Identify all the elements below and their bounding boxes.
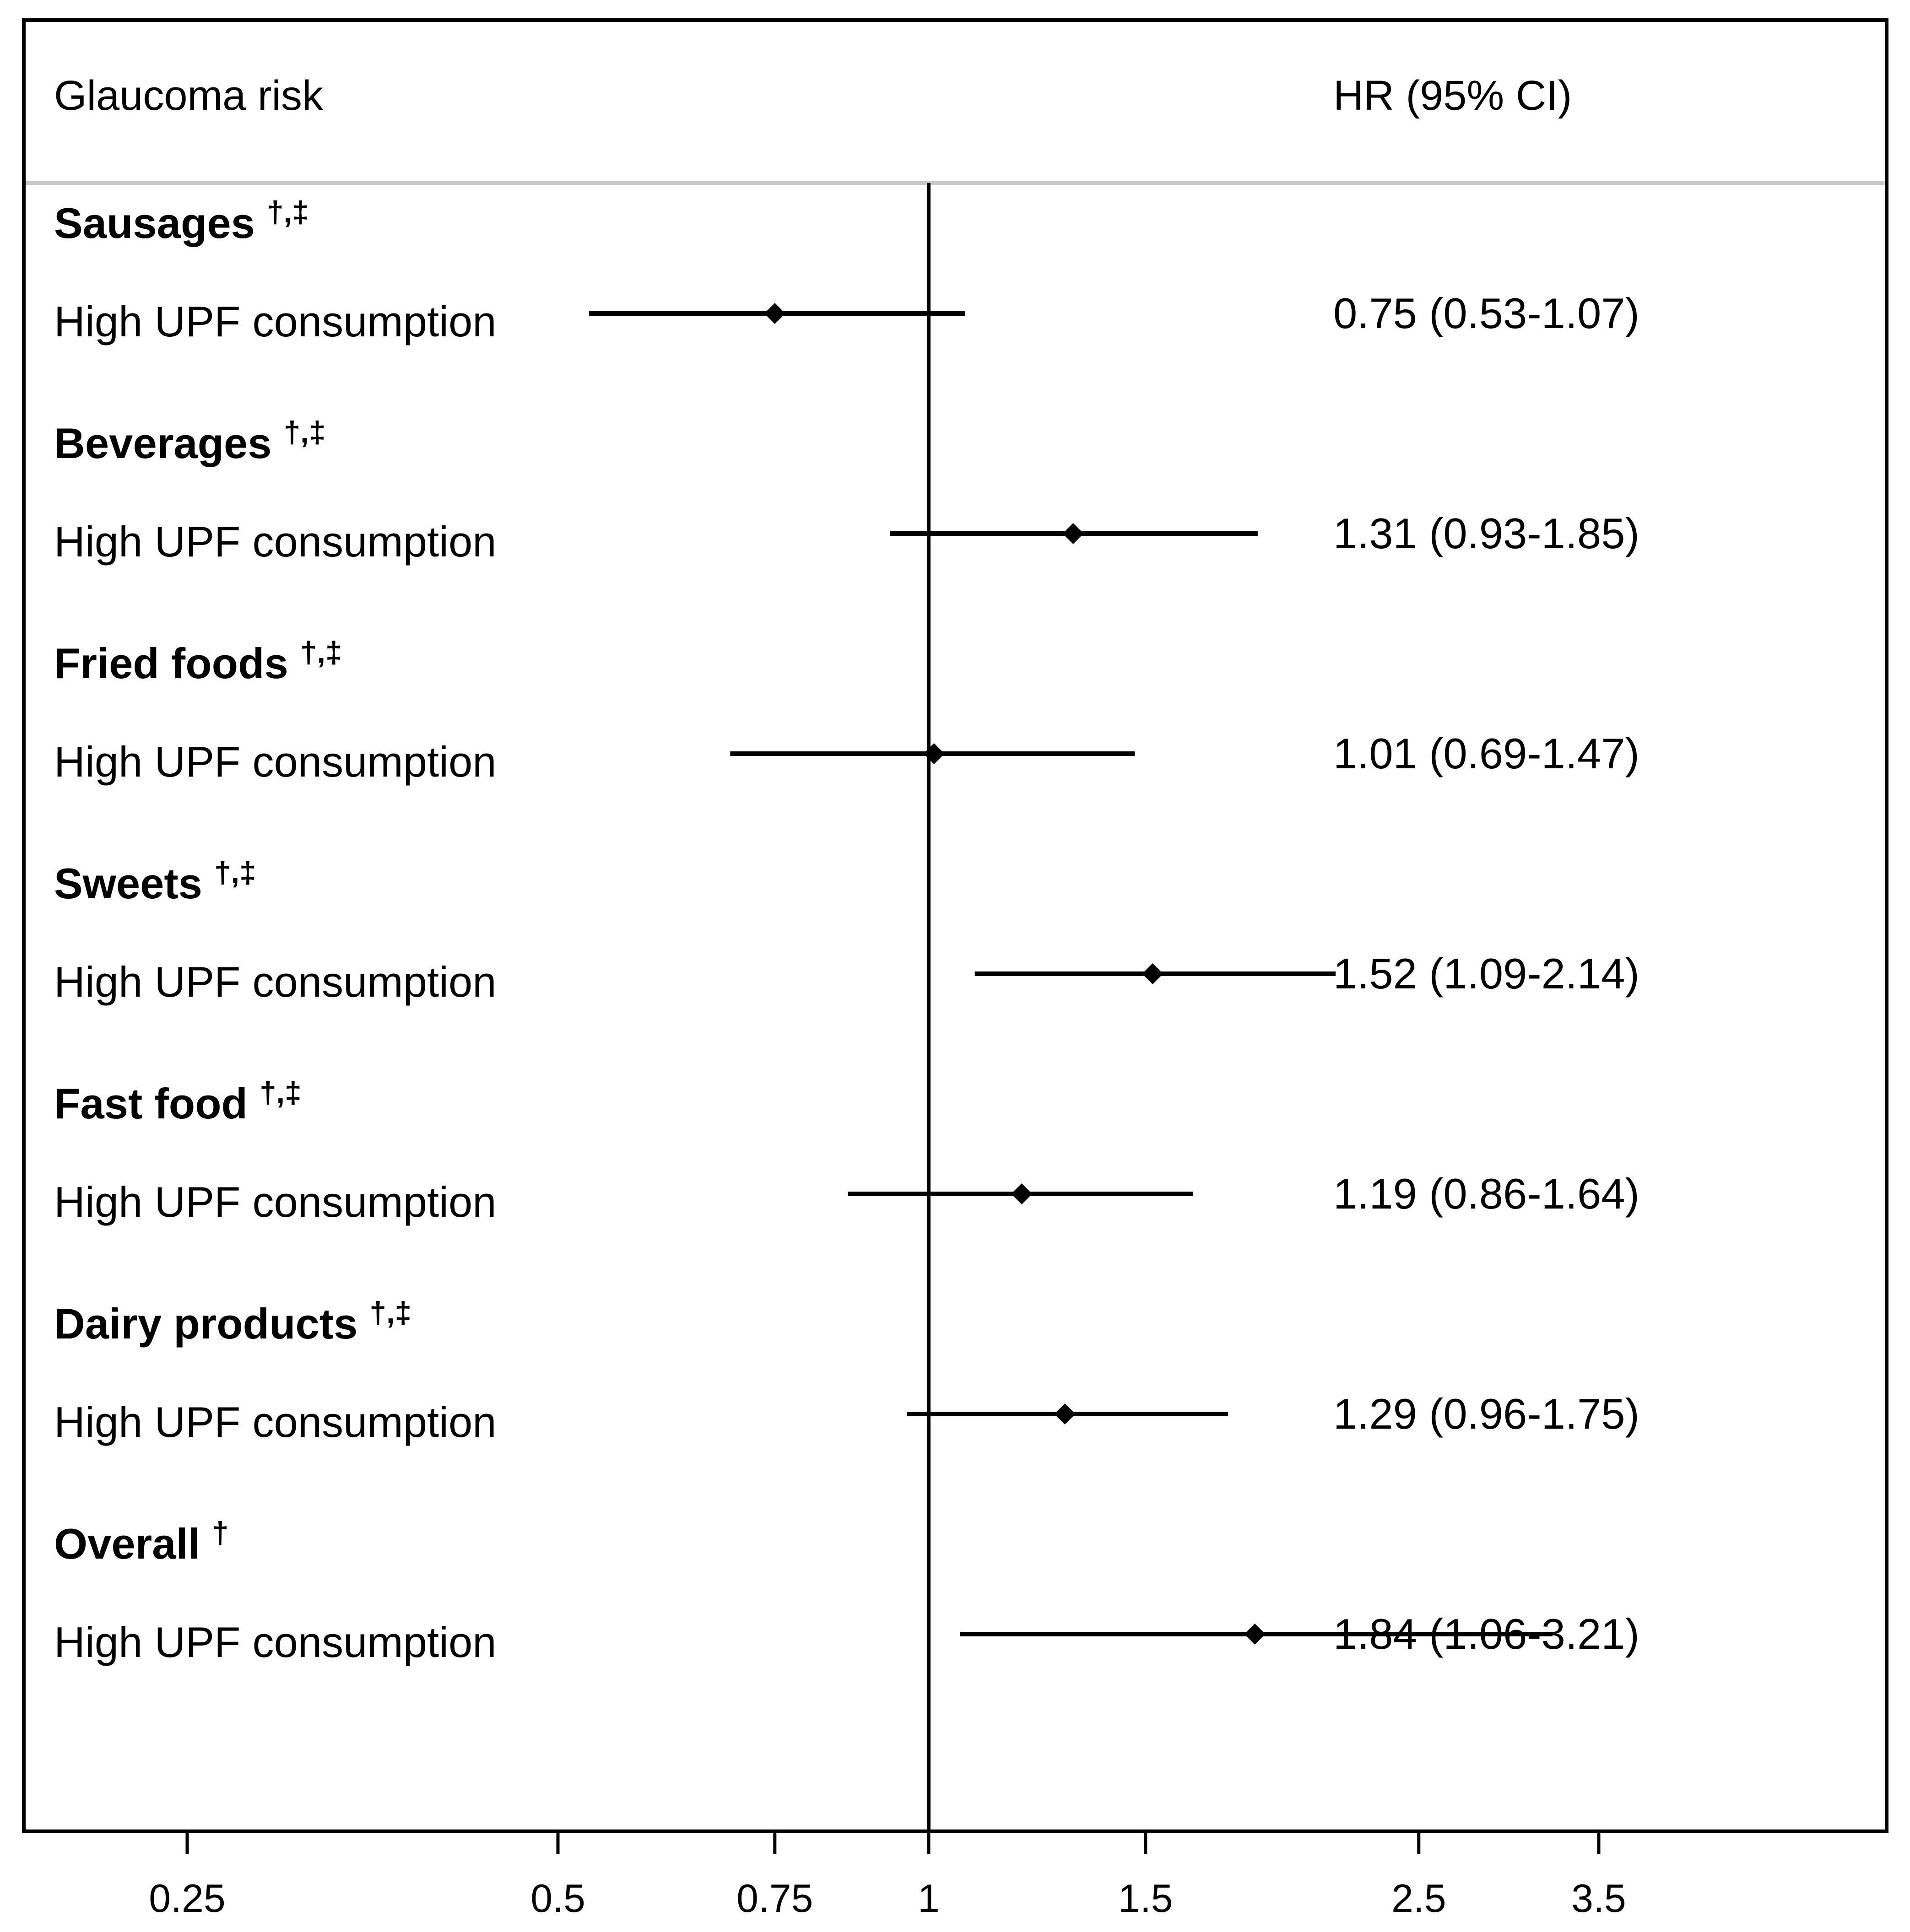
hr-ci-text: 1.29 (0.96-1.75) <box>1333 1390 1639 1438</box>
hr-point <box>764 303 785 324</box>
forest-row: Dairy products †,‡ High UPF consumption 1.2… <box>54 1295 1639 1446</box>
forest-row: Fried foods †,‡ High UPF consumption 1.01 (… <box>54 635 1639 786</box>
group-name: Fried foods <box>54 639 288 687</box>
hr-point <box>1054 1403 1076 1425</box>
group-name: Dairy products <box>54 1300 357 1348</box>
group-footnote-marks: †,‡ <box>260 1075 302 1109</box>
x-tick-label: 2.5 <box>1391 1877 1446 1921</box>
hr-point <box>1062 523 1084 544</box>
column-title-hr: HR (95% CI) <box>1333 72 1572 119</box>
row-label: High UPF consumption <box>54 1398 497 1446</box>
group-footnote-marks: †,‡ <box>369 1295 411 1329</box>
forest-rows: Sausages †,‡ High UPF consumption 0.75 (0.5… <box>54 195 1639 1666</box>
forest-row: Sausages †,‡ High UPF consumption 0.75 (0.5… <box>54 195 1639 345</box>
group-title: Sweets †,‡ <box>54 855 256 907</box>
hr-point <box>1011 1183 1033 1204</box>
x-axis: 0.25 0.5 0.75 1 1.5 2.5 3.5 <box>149 1831 1626 1921</box>
group-footnote-marks: †,‡ <box>300 635 342 669</box>
group-title: Dairy products †,‡ <box>54 1295 411 1348</box>
row-label: High UPF consumption <box>54 1178 497 1226</box>
forest-row: Beverages †,‡ High UPF consumption 1.31 (0.… <box>54 415 1639 566</box>
forest-row: Overall † High UPF consumption 1.84 (1.06-3… <box>54 1516 1639 1666</box>
x-tick-label: 0.75 <box>736 1877 813 1921</box>
row-label: High UPF consumption <box>54 518 497 566</box>
forest-row: Sweets †,‡ High UPF consumption 1.52 (1.09-… <box>54 855 1639 1006</box>
row-label: High UPF consumption <box>54 958 497 1006</box>
group-title: Fried foods †,‡ <box>54 635 342 687</box>
group-footnote-marks: † <box>212 1516 229 1549</box>
group-footnote-marks: †,‡ <box>214 855 256 889</box>
column-title-label: Glaucoma risk <box>54 72 324 119</box>
group-name: Beverages <box>54 419 272 467</box>
group-title: Overall † <box>54 1516 228 1568</box>
group-name: Overall <box>54 1520 200 1568</box>
group-name: Sausages <box>54 199 255 247</box>
hr-ci-text: 1.19 (0.86-1.64) <box>1333 1170 1639 1218</box>
x-tick-label: 1 <box>918 1877 940 1921</box>
x-tick-label: 0.5 <box>530 1877 585 1921</box>
plot-frame <box>22 18 1888 1833</box>
row-label: High UPF consumption <box>54 1618 497 1666</box>
x-tick-label: 1.5 <box>1118 1877 1173 1921</box>
forest-row: Fast food †,‡ High UPF consumption 1.19 (0.… <box>54 1075 1639 1226</box>
group-title: Sausages †,‡ <box>54 195 309 247</box>
group-name: Fast food <box>54 1079 248 1128</box>
hr-ci-text: 1.84 (1.06-3.21) <box>1333 1610 1639 1658</box>
group-title: Fast food †,‡ <box>54 1075 302 1128</box>
group-title: Beverages †,‡ <box>54 415 325 467</box>
group-footnote-marks: †,‡ <box>267 195 309 229</box>
row-label: High UPF consumption <box>54 738 497 786</box>
hr-ci-text: 1.52 (1.09-2.14) <box>1333 950 1639 998</box>
hr-point <box>1244 1624 1266 1645</box>
row-label: High UPF consumption <box>54 297 497 345</box>
group-footnote-marks: †,‡ <box>284 415 326 449</box>
hr-ci-text: 1.31 (0.93-1.85) <box>1333 509 1639 557</box>
hr-ci-text: 1.01 (0.69-1.47) <box>1333 729 1639 777</box>
group-name: Sweets <box>54 859 202 907</box>
x-tick-label: 3.5 <box>1571 1877 1626 1921</box>
x-tick-label: 0.25 <box>149 1877 225 1921</box>
hr-ci-text: 0.75 (0.53-1.07) <box>1333 289 1639 337</box>
hr-point <box>923 743 945 764</box>
hr-point <box>1142 963 1163 984</box>
